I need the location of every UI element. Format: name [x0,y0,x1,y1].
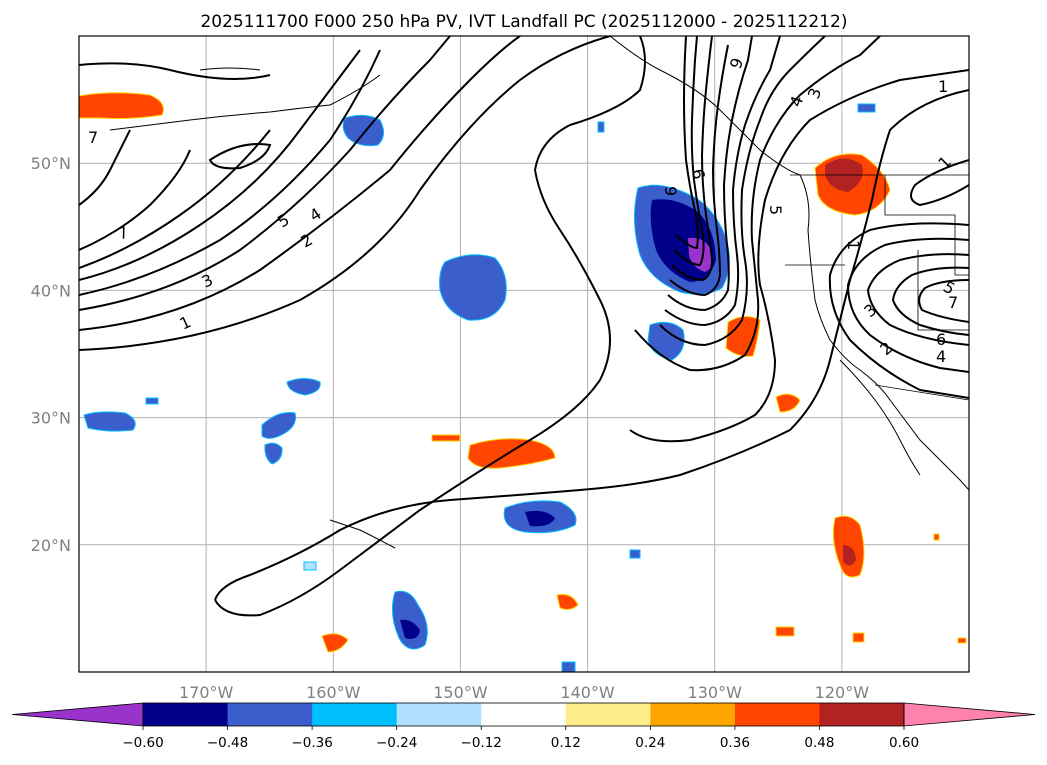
lon-tick-label: 150°W [433,683,488,702]
pv-anomaly-positive [556,594,579,610]
lat-tick-label: 30°N [31,409,71,428]
colorbar-tick-label: −0.48 [207,735,248,751]
pv-anomaly-positive [321,633,349,653]
pv-anomaly-positive [957,637,967,644]
colorbar-tick-label: −0.24 [376,735,417,751]
pv-anomaly-positive [467,438,556,469]
pv-anomaly-negative [525,510,555,527]
colorbar-segment [481,703,567,726]
pv-anomaly-positive [775,393,801,413]
colorbar-tick-label: −0.12 [461,735,502,751]
colorbar-segment [650,703,736,726]
pv-anomaly-negative [303,561,317,571]
chart-title: 2025111700 F000 250 hPa PV, IVT Landfall… [200,12,847,32]
pv-anomaly-positive [933,533,940,541]
colorbar-tick-label: 0.24 [635,735,665,751]
pv-anomaly-negative [391,590,428,650]
contour-label: 1 [844,240,863,250]
pv-anomaly-negative [261,412,296,439]
contour-label: 6 [936,330,946,349]
pv-anomaly-positive [431,434,461,442]
pv-anomaly-negative [286,378,321,396]
ivt-contours [79,36,969,617]
contour-label: 9 [661,186,680,196]
colorbar-segment [312,703,398,726]
pv-anomaly-positive [775,626,795,637]
colorbar-segment [396,703,482,726]
pv-anomaly-negative [83,411,136,432]
lon-tick-label: 160°W [306,683,361,702]
pv-anomaly-negative [439,254,507,321]
pv-anomaly-negative [561,661,576,672]
map-frame [78,35,970,673]
colorbar-segment [227,703,313,726]
contour-label: 7 [948,293,958,312]
map-background [79,36,969,672]
pv-anomaly-negative [597,121,605,133]
lon-tick-label: 170°W [179,683,234,702]
pv-anomaly-negative [400,619,420,639]
contour-label: 5 [766,205,785,215]
colorbar-frame [142,702,905,727]
contour-label: 4 [936,347,946,366]
lat-tick-label: 50°N [31,154,71,173]
pv-anomaly-negative [629,549,641,559]
contour-label: 1 [938,77,948,96]
colorbar-tick-label: 0.36 [720,735,750,751]
lon-tick-label: 120°W [815,683,870,702]
lat-tick-label: 40°N [31,281,71,300]
lat-tick-label: 20°N [31,536,71,555]
contour-label: 6 [688,167,708,180]
colorbar-tick-label: −0.60 [122,735,163,751]
colorbar-tick-label: −0.36 [291,735,332,751]
contour-label: 7 [88,128,98,147]
colorbar-tick-label: 0.12 [551,735,581,751]
colorbar-extend-max [903,702,1036,727]
colorbar-tick-label: 0.48 [804,735,834,751]
latitude-tick-labels: 20°N 30°N 40°N 50°N [31,154,71,555]
pv-anomaly-negative [145,397,159,405]
coastlines [109,36,969,549]
colorbar-segment [143,703,229,726]
pv-anomaly-positive [843,545,856,566]
colorbar-extend-min [11,702,144,727]
longitude-tick-labels: 170°W 160°W 150°W 140°W 130°W 120°W [179,683,869,702]
pv-anomaly-negative [857,103,876,113]
colorbar-tick-label: 0.60 [889,735,919,751]
lon-tick-label: 140°W [560,683,615,702]
colorbar: −0.60 −0.48 −0.36 −0.24 −0.12 0.12 0.24 0.36 0.4… [11,702,1036,751]
borders [785,174,969,401]
pv-anomaly-positive [79,92,164,120]
pv-anomaly-negative [264,442,283,465]
lon-tick-label: 130°W [688,683,743,702]
colorbar-segment [565,703,651,726]
pv-anomaly-positive [725,316,761,357]
colorbar-segment [819,703,905,726]
colorbar-segment [734,703,820,726]
pv-anomaly-positive [852,632,865,643]
